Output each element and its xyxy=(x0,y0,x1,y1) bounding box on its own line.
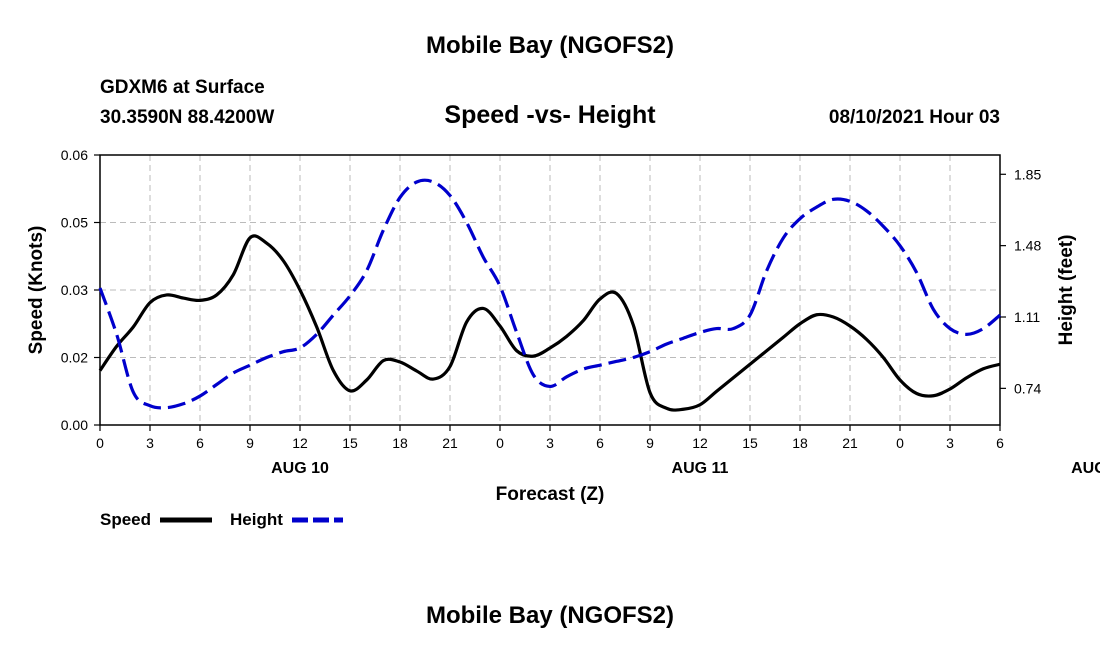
legend-label-height: Height xyxy=(230,510,283,529)
chart-title: Mobile Bay (NGOFS2) xyxy=(425,32,675,59)
y-tick-label-left: 0.05 xyxy=(61,215,88,231)
axis-tick-labels: 0 3 6 9 12 15 18 21 0 3 6 9 12 15 18 21 0 3 6 AUG 10 AUG 11 A… xyxy=(61,147,1100,477)
y-tick-label-left: 0.00 xyxy=(61,417,88,433)
x-tick-label: 3 xyxy=(146,435,154,451)
legend-label-speed: Speed xyxy=(100,510,151,529)
legend: Speed Height xyxy=(100,510,343,529)
y-tick-label-left: 0.02 xyxy=(61,350,88,366)
y-tick-label-right: 1.11 xyxy=(1014,309,1040,325)
x-tick-label: 18 xyxy=(792,435,808,451)
date-label: AUG 11 xyxy=(672,460,729,477)
x-tick-label: 0 xyxy=(896,435,904,451)
series-line-height xyxy=(98,178,1002,410)
date-label: AUG 12 xyxy=(1071,460,1100,477)
x-tick-label: 6 xyxy=(196,435,204,451)
x-tick-label: 12 xyxy=(292,435,308,451)
y-tick-label-left: 0.03 xyxy=(61,282,88,298)
x-tick-label: 21 xyxy=(842,435,858,451)
footer-title: Mobile Bay (NGOFS2) xyxy=(425,602,675,629)
x-tick-label: 3 xyxy=(946,435,954,451)
x-tick-label: 3 xyxy=(546,435,554,451)
x-tick-label: 0 xyxy=(96,435,104,451)
forecast-datetime: 08/10/2021 Hour 03 xyxy=(828,107,1000,128)
x-axis-label: Forecast (Z) xyxy=(496,484,605,505)
x-tick-label: 18 xyxy=(392,435,408,451)
axis-ticks xyxy=(94,154,1006,431)
y-tick-label-right: 0.74 xyxy=(1014,380,1041,396)
station-label: GDXM6 at Surface xyxy=(100,77,265,98)
y-tick-label-right: 1.85 xyxy=(1014,166,1041,182)
coordinates-label: 30.3590N 88.4200W xyxy=(100,107,275,128)
x-tick-label: 15 xyxy=(742,435,758,451)
x-tick-label: 12 xyxy=(692,435,708,451)
date-label: AUG 10 xyxy=(271,460,329,477)
series-line-speed xyxy=(98,234,1001,412)
x-tick-label: 9 xyxy=(246,435,254,451)
series-lines xyxy=(98,178,1002,412)
chart-subtitle: Speed -vs- Height xyxy=(444,101,656,129)
x-tick-label: 6 xyxy=(596,435,604,451)
y-axis-label-left: Speed (Knots) xyxy=(26,226,47,355)
x-tick-label: 15 xyxy=(342,435,358,451)
y-axis-label-right: Height (feet) xyxy=(1056,235,1077,346)
x-tick-label: 9 xyxy=(646,435,654,451)
grid-lines xyxy=(100,155,1000,425)
x-tick-label: 0 xyxy=(496,435,504,451)
x-tick-label: 6 xyxy=(996,435,1004,451)
y-tick-label-left: 0.06 xyxy=(61,147,88,163)
x-tick-label: 21 xyxy=(442,435,458,451)
y-tick-label-right: 1.48 xyxy=(1014,238,1041,254)
